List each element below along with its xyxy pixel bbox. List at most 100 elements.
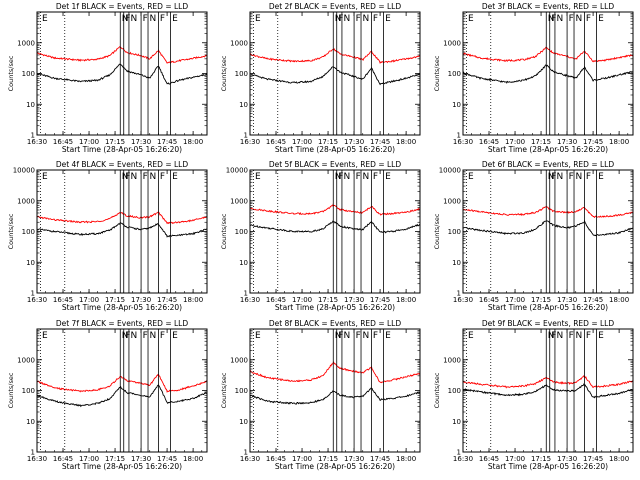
events-series-line [462,64,634,84]
x-tick-label: 16:45 [53,455,73,463]
plot-frame [249,328,421,453]
y-tick-label: 10000 [226,167,248,175]
time-marker-label: N [548,172,555,182]
x-tick-label: 17:00 [292,138,312,146]
x-tick-label: 17:00 [79,138,99,146]
x-tick-label: 18:00 [183,138,203,146]
panel-title: Det 5f BLACK = Events, RED = LLD [269,160,402,169]
time-marker-label: E [468,172,474,182]
time-marker-label: N [576,172,583,182]
x-tick-label: 17:15 [318,455,338,463]
lld-series-line [249,203,421,216]
time-marker-label: N [150,14,157,24]
time-marker-label: N [343,172,350,182]
time-marker-label: E [468,14,474,24]
x-tick-label: 17:45 [157,455,177,463]
panel-title: Det 9f BLACK = Events, RED = LLD [482,319,615,328]
y-tick-label: 1 [457,290,461,298]
lld-series-line [249,361,421,384]
y-tick-label: 10 [26,259,35,267]
plot-frame [36,328,208,453]
time-marker-label: E [255,172,261,182]
time-marker-label: N [130,172,137,182]
y-tick-label: 100 [235,70,248,78]
y-tick-label: 1 [31,132,35,140]
x-tick-label: 17:30 [131,455,151,463]
time-marker-label: F [125,172,130,182]
x-tick-label: 17:00 [79,296,99,304]
time-marker-label: E [385,14,391,24]
y-tick-label: 1 [244,132,248,140]
time-marker-label: F [338,331,343,341]
panel-title: Det 8f BLACK = Events, RED = LLD [269,319,402,328]
time-marker-label: F [356,14,361,24]
lld-series-line [462,374,634,389]
events-series-line [462,382,634,399]
y-tick-label: 1000 [17,356,35,364]
time-marker-label: N [150,172,157,182]
x-tick-label: 18:00 [609,296,629,304]
x-tick-label: 17:30 [344,296,364,304]
x-tick-label: 18:00 [609,455,629,463]
y-axis-label: Counts/sec [7,213,15,249]
x-tick-label: 17:45 [157,138,177,146]
y-axis-label: Counts/sec [7,372,15,408]
time-marker-label: N [363,331,370,341]
time-marker-label: F [143,172,148,182]
x-tick-label: 16:45 [266,138,286,146]
x-tick-label: 17:15 [105,455,125,463]
x-tick-label: 17:45 [583,296,603,304]
time-marker-label: F [551,331,556,341]
time-marker-label: F [586,172,591,182]
x-tick-label: 16:45 [53,296,73,304]
y-tick-label: 100 [448,70,461,78]
y-tick-label: 1 [244,449,248,457]
time-marker-label: N [556,172,563,182]
time-marker-label: N [335,331,342,341]
y-tick-label: 1000 [230,39,248,47]
time-marker-label: E [598,172,604,182]
time-marker-label: E [42,331,48,341]
time-marker-label: E [172,172,178,182]
plot-frame [462,328,634,453]
x-tick-label: 16:45 [479,455,499,463]
time-marker-label: N [548,14,555,24]
x-tick-label: 17:15 [105,296,125,304]
x-tick-label: 17:00 [79,455,99,463]
time-marker-label: F [373,331,378,341]
time-marker-label: F [356,172,361,182]
time-marker-label: F [569,172,574,182]
events-series-line [250,66,421,86]
time-marker-label: E [598,14,604,24]
time-marker-label: N [130,14,137,24]
time-marker-label: E [468,331,474,341]
y-tick-label: 10000 [13,167,35,175]
y-axis-label: Counts/sec [220,213,228,249]
x-tick-label: 17:00 [292,296,312,304]
time-marker-label: N [556,14,563,24]
y-tick-label: 10 [239,101,248,109]
x-tick-label: 17:30 [131,138,151,146]
x-tick-label: 18:00 [183,455,203,463]
y-axis-label: Counts/sec [220,372,228,408]
x-tick-label: 17:30 [557,138,577,146]
lld-series-line [462,206,634,219]
y-tick-label: 1000 [443,356,461,364]
time-marker-label: N [576,14,583,24]
x-tick-label: 16:30 [240,138,260,146]
x-tick-label: 16:30 [27,138,47,146]
time-marker-label: N [343,14,350,24]
events-series-line [249,220,421,234]
time-marker-label: E [42,14,48,24]
time-marker-label: F [586,14,591,24]
x-tick-label: 16:45 [53,138,73,146]
x-tick-label: 17:45 [583,455,603,463]
time-marker-label: F [125,14,130,24]
time-marker-label: F [373,14,378,24]
x-tick-label: 16:30 [27,296,47,304]
x-tick-label: 16:45 [479,138,499,146]
